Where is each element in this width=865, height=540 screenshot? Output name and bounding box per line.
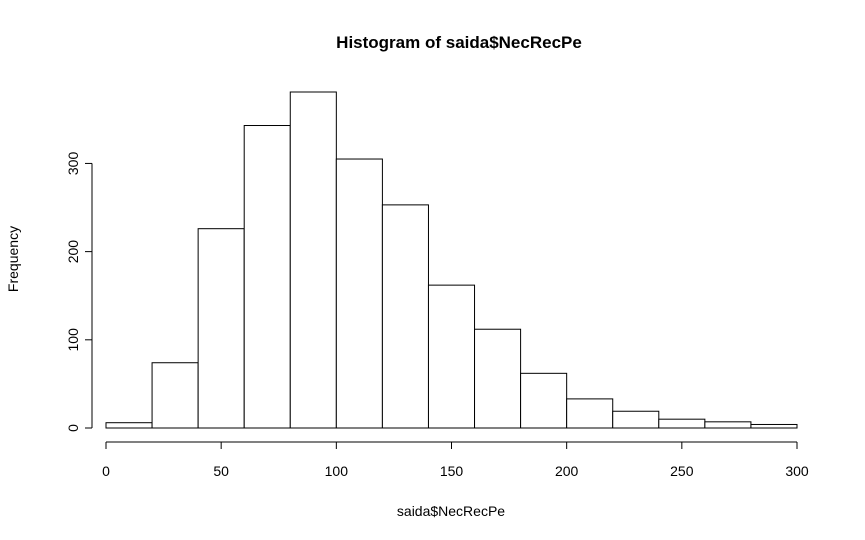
- histogram-bar: [704, 421, 752, 429]
- x-tick-label: 50: [213, 463, 229, 479]
- histogram-bar: [197, 228, 245, 429]
- histogram-bar: [381, 204, 429, 429]
- x-tick-label: 150: [440, 463, 464, 479]
- histogram-bar: [243, 125, 291, 429]
- y-tick-label: 0: [65, 424, 81, 432]
- histogram-bar: [427, 284, 476, 429]
- x-tick-label: 200: [555, 463, 579, 479]
- x-axis-label: saida$NecRecPe: [397, 503, 505, 519]
- histogram-bar: [658, 418, 706, 429]
- y-axis: 0 100 200 300: [65, 152, 93, 432]
- y-tick-label: 200: [65, 240, 81, 264]
- y-axis-label: Frequency: [5, 226, 21, 292]
- x-axis: 0 50 100 150 200 250 300: [102, 441, 809, 479]
- histogram-bar: [474, 328, 522, 429]
- histogram-bar: [520, 372, 568, 429]
- histogram-bar: [289, 91, 337, 429]
- histogram-bar: [750, 423, 798, 429]
- x-tick-label: 250: [670, 463, 694, 479]
- y-tick-label: 100: [65, 328, 81, 352]
- y-tick-label: 300: [65, 152, 81, 176]
- histogram-bar: [335, 158, 383, 429]
- x-tick-label: 0: [102, 463, 110, 479]
- bars-group: [105, 91, 798, 429]
- histogram-bar: [566, 398, 614, 429]
- histogram-bar: [151, 362, 199, 429]
- x-tick-label: 300: [785, 463, 809, 479]
- histogram-bar: [612, 410, 660, 429]
- histogram-bar: [105, 422, 153, 429]
- chart-title: Histogram of saida$NecRecPe: [336, 33, 582, 52]
- x-tick-label: 100: [325, 463, 349, 479]
